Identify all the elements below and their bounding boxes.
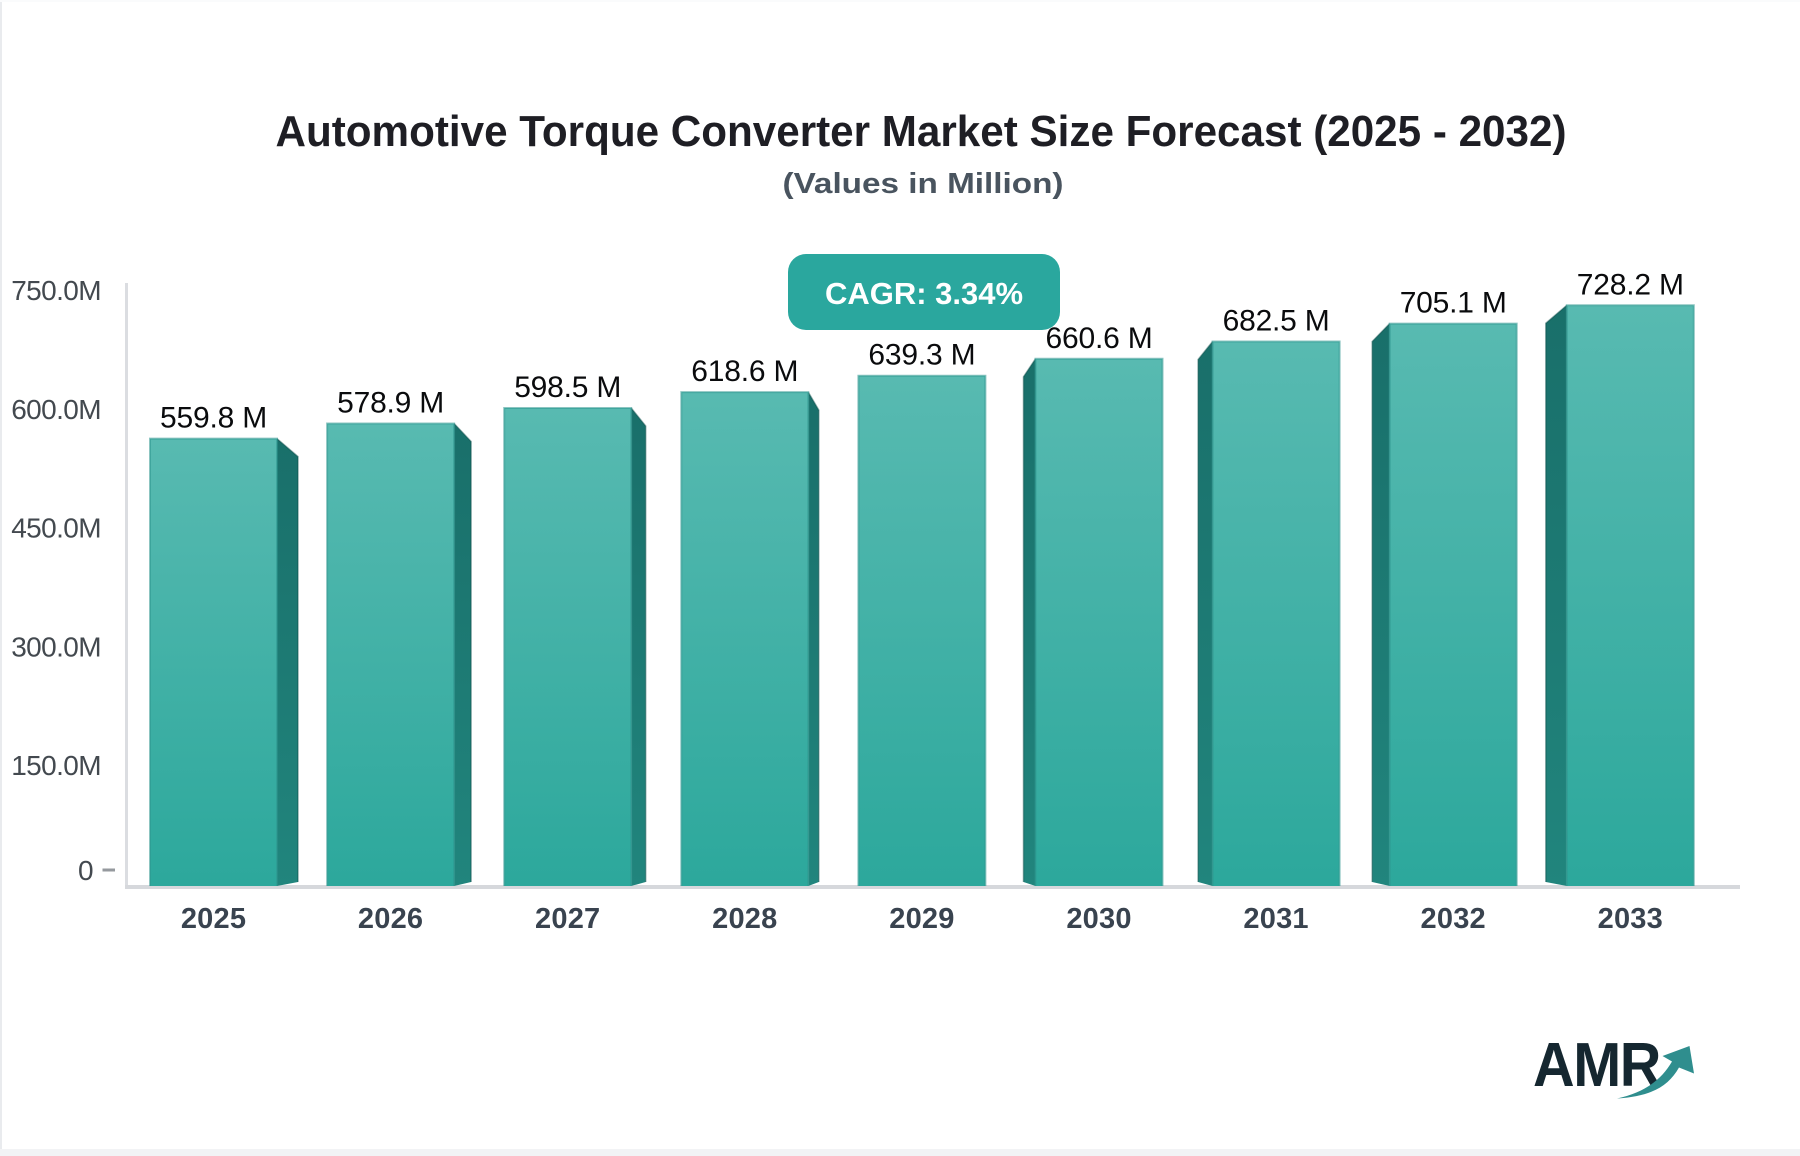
bar-3d-side-edge bbox=[630, 407, 647, 882]
page-bottom-strip bbox=[0, 1149, 1800, 1156]
bar-2032: 705.1 M bbox=[1371, 287, 1518, 887]
bar-3d-side-edge bbox=[1022, 358, 1037, 882]
x-axis-label: 2030 bbox=[1066, 903, 1131, 935]
x-axis-label: 2025 bbox=[181, 903, 246, 935]
bar-value-label: 728.2 M bbox=[1577, 268, 1684, 301]
bar-3d-side bbox=[808, 392, 819, 886]
bar-3d-side bbox=[1372, 323, 1390, 886]
chart-title: Automotive Torque Converter Market Size … bbox=[276, 107, 1567, 156]
cagr-badge-background bbox=[788, 254, 1060, 330]
bar-face-outline bbox=[857, 374, 987, 886]
bar-value-label: 682.5 M bbox=[1223, 305, 1330, 338]
bar-value-label: 618.6 M bbox=[691, 355, 798, 388]
bar-3d-side bbox=[1023, 358, 1036, 886]
y-axis-tick-label: 750.0M bbox=[11, 275, 101, 306]
bar-face-outline bbox=[1211, 340, 1341, 886]
bar-3d-side-edge bbox=[1197, 340, 1214, 882]
x-axis-labels: 2025 2026 2027 2028 2029 2030 2031 2032 2033 bbox=[181, 903, 1663, 935]
bar-face bbox=[150, 438, 277, 886]
x-axis-label: 2032 bbox=[1421, 903, 1486, 935]
bar-2027: 598.5 M bbox=[503, 371, 647, 886]
bar-face bbox=[327, 423, 455, 886]
bar-face-outline bbox=[149, 437, 278, 886]
bar-face bbox=[858, 375, 986, 886]
brand-logo-arrow-icon bbox=[1617, 1046, 1694, 1099]
bar-face-outline bbox=[1388, 322, 1518, 886]
y-axis-tick-label: 150.0M bbox=[11, 750, 101, 781]
cagr-badge: CAGR: 3.34% bbox=[788, 254, 1060, 330]
bar-2029: 639.3 M bbox=[857, 339, 987, 886]
bars: 559.8 M 578.9 M 598.5 M 618.6 M 639.3 M 660.6… bbox=[149, 268, 1695, 887]
bar-2025: 559.8 M bbox=[149, 402, 299, 886]
bar-face bbox=[1035, 358, 1163, 886]
y-axis-ticks: 750.0M 600.0M 450.0M 300.0M 150.0M 0 bbox=[11, 275, 115, 886]
cagr-badge-label: CAGR: 3.34% bbox=[825, 276, 1023, 311]
bar-3d-side-edge bbox=[453, 422, 472, 882]
bar-3d-side-edge bbox=[276, 438, 299, 882]
brand-logo: AMR bbox=[1533, 1031, 1694, 1100]
bar-3d-side bbox=[1545, 305, 1567, 886]
page-top-strip bbox=[0, 0, 1800, 2]
y-axis-tick-label: 0 bbox=[78, 855, 93, 886]
bar-3d-side-edge bbox=[1371, 323, 1391, 882]
bar-face bbox=[504, 408, 632, 886]
bar-face bbox=[1212, 341, 1340, 886]
bar-3d-side bbox=[1198, 341, 1213, 887]
y-axis-tick-label: 300.0M bbox=[11, 631, 101, 662]
x-axis-line bbox=[125, 885, 1740, 889]
bar-3d-side bbox=[277, 438, 298, 886]
bar-value-label: 639.3 M bbox=[868, 339, 975, 372]
bar-2031: 682.5 M bbox=[1197, 305, 1341, 887]
y-axis-line bbox=[125, 283, 128, 888]
bar-face-outline bbox=[680, 391, 810, 886]
chart-subtitle: (Values in Million) bbox=[783, 168, 1064, 200]
bar-face bbox=[681, 392, 809, 886]
bar-3d-side bbox=[631, 407, 646, 886]
y-axis-tick-label: 450.0M bbox=[11, 513, 101, 544]
x-axis-label: 2029 bbox=[889, 903, 954, 935]
bar-face bbox=[1566, 305, 1694, 886]
bar-value-label: 660.6 M bbox=[1046, 322, 1153, 355]
y-axis-tick-label: 600.0M bbox=[11, 394, 101, 425]
bar-face-outline bbox=[1565, 304, 1695, 886]
bar-2030: 660.6 M bbox=[1022, 322, 1164, 886]
x-axis-label: 2028 bbox=[712, 903, 777, 935]
bar-face-outline bbox=[326, 422, 456, 886]
bar-3d-side-edge bbox=[807, 391, 820, 882]
bar-value-label: 598.5 M bbox=[514, 371, 621, 404]
bar-2026: 578.9 M bbox=[326, 387, 472, 886]
y-axis-zero-tick-dash bbox=[102, 868, 115, 872]
bar-3d-side bbox=[454, 423, 472, 886]
bar-value-label: 559.8 M bbox=[160, 402, 267, 435]
bar-face bbox=[1389, 323, 1517, 887]
bar-face-outline bbox=[1034, 357, 1164, 886]
bar-face-outline bbox=[503, 407, 633, 886]
x-axis-label: 2027 bbox=[535, 903, 600, 935]
page-left-border bbox=[0, 0, 2, 1156]
bar-value-label: 578.9 M bbox=[337, 387, 444, 420]
bar-value-label: 705.1 M bbox=[1400, 287, 1507, 320]
bar-2028: 618.6 M bbox=[680, 355, 820, 886]
x-axis-label: 2031 bbox=[1243, 903, 1308, 935]
x-axis-label: 2026 bbox=[358, 903, 423, 935]
bar-2033: 728.2 M bbox=[1545, 268, 1695, 886]
brand-logo-text: AMR bbox=[1533, 1031, 1661, 1100]
bar-3d-side-edge bbox=[1545, 304, 1568, 882]
x-axis-label: 2033 bbox=[1598, 903, 1663, 935]
